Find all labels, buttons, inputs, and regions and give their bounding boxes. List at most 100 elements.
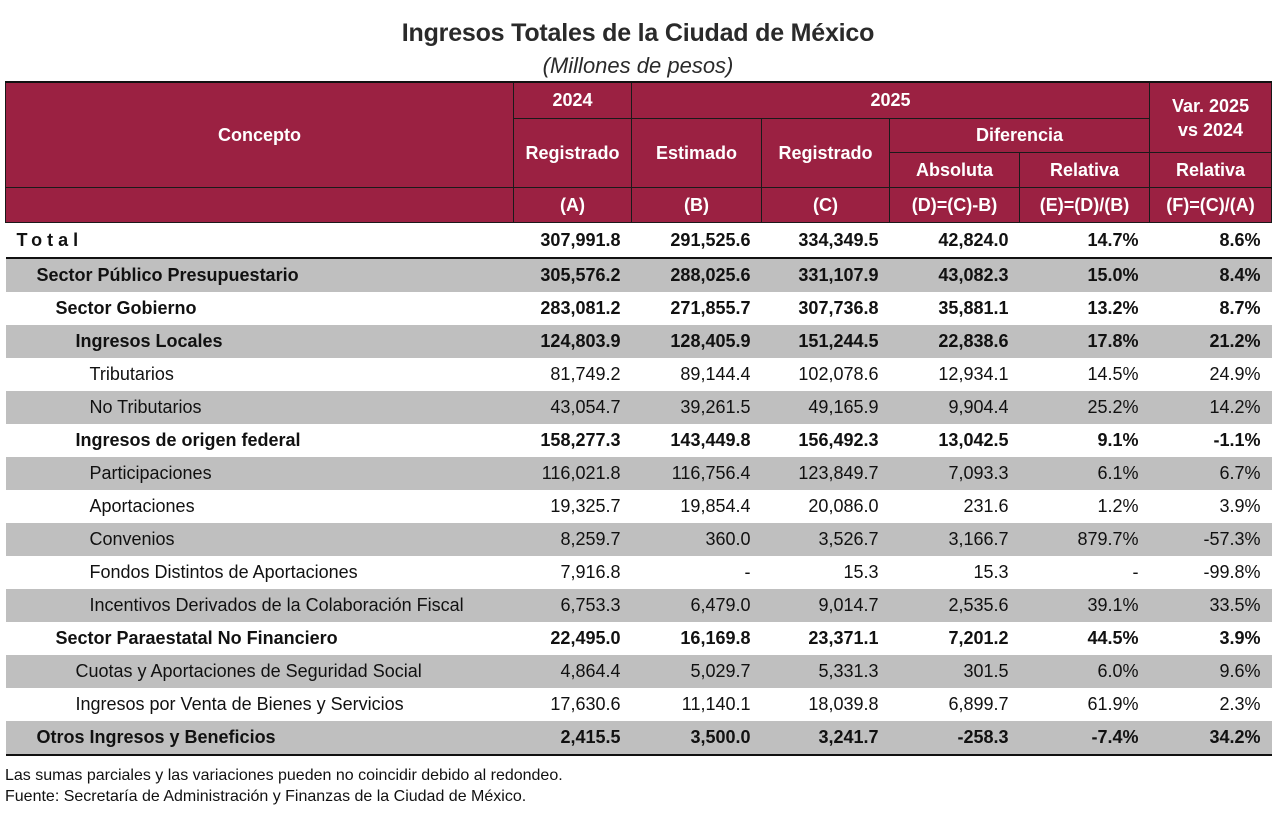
cell-c: 5,331.3 [761, 655, 890, 688]
cell-f: 14.2% [1149, 391, 1272, 424]
cell-f: -99.8% [1203, 562, 1261, 582]
cell-b: - [744, 562, 751, 582]
cell-f: 21.2% [1149, 325, 1272, 358]
row-concepto: Ingresos por Venta de Bienes y Servicios [75, 694, 404, 714]
cell-a: 22,495.0 [550, 628, 621, 648]
cell-e: 6.0% [1019, 655, 1150, 688]
cell-a: 283,081.2 [540, 298, 621, 318]
row-concepto: Sector Gobierno [55, 298, 197, 318]
table-row: Convenios 8,259.7 360.0 3,526.7 3,166.7 … [5, 523, 1272, 556]
table-row: Ingresos por Venta de Bienes y Servicios… [6, 688, 1272, 721]
cell-c: 15.3 [843, 562, 879, 582]
cell-a: 4,864.4 [513, 655, 632, 688]
cell-d: 15.3 [973, 562, 1009, 582]
cell-e: 44.5% [1087, 628, 1139, 648]
cell-d: 43,082.3 [889, 258, 1020, 292]
table-row: Participaciones 116,021.8 116,756.4 123,… [5, 457, 1272, 490]
footnotes: Las sumas parciales y las variaciones pu… [5, 765, 563, 807]
row-concepto: Cuotas y Aportaciones de Seguridad Socia… [5, 655, 514, 688]
cell-e: 15.0% [1019, 258, 1150, 292]
table-row-total: Total 307,991.8 291,525.6 334,349.5 42,8… [5, 222, 1272, 259]
table-row: Fondos Distintos de Aportaciones 7,916.8… [6, 556, 1272, 589]
table-row: No Tributarios 43,054.7 39,261.5 49,165.… [5, 391, 1272, 424]
cell-e: 25.2% [1019, 391, 1150, 424]
row-concepto: Otros Ingresos y Beneficios [5, 721, 514, 756]
cell-f: -57.3% [1149, 523, 1272, 556]
cell-d: 13,042.5 [938, 430, 1009, 450]
header-formula-b: (B) [631, 187, 762, 223]
cell-e: 61.9% [1087, 694, 1139, 714]
cell-e: 39.1% [1019, 589, 1150, 622]
cell-a: 6,753.3 [513, 589, 632, 622]
cell-a: 116,021.8 [513, 457, 632, 490]
row-concepto: Tributarios [89, 364, 174, 384]
cell-f: 3.9% [1219, 496, 1261, 516]
cell-b: 271,855.7 [670, 298, 751, 318]
cell-c: 20,086.0 [808, 496, 879, 516]
cell-a: 19,325.7 [550, 496, 621, 516]
cell-c: 102,078.6 [798, 364, 879, 384]
header-var-relativa: Relativa [1149, 152, 1273, 188]
cell-c: 3,241.7 [761, 721, 890, 756]
row-concepto: Sector Público Presupuestario [5, 258, 514, 292]
cell-c: 123,849.7 [761, 457, 890, 490]
header-registrado-2025: Registrado [761, 118, 890, 188]
table-row: Ingresos de origen federal 158,277.3 143… [6, 424, 1272, 457]
cell-e: 17.8% [1019, 325, 1150, 358]
cell-a: 17,630.6 [550, 694, 621, 714]
cell-c: 331,107.9 [761, 258, 890, 292]
cell-c: 3,526.7 [761, 523, 890, 556]
cell-e: 14.5% [1087, 364, 1139, 384]
table-row: Incentivos Derivados de la Colaboración … [5, 589, 1272, 622]
revenue-table: Concepto 2024 2025 Var. 2025 vs 2024 Reg… [5, 81, 1273, 756]
row-concepto: Ingresos Locales [5, 325, 514, 358]
cell-f: 3.9% [1219, 628, 1261, 648]
cell-d: 35,881.1 [938, 298, 1009, 318]
cell-f: 24.9% [1209, 364, 1261, 384]
cell-b: 116,756.4 [631, 457, 762, 490]
cell-f: 9.6% [1149, 655, 1272, 688]
cell-d: 42,824.0 [889, 222, 1020, 259]
header-diferencia: Diferencia [888, 118, 1151, 153]
header-estimado: Estimado [631, 118, 762, 188]
table-body: Total 307,991.8 291,525.6 334,349.5 42,8… [5, 222, 1272, 756]
table-title: Ingresos Totales de la Ciudad de México [401, 19, 875, 47]
cell-d: 7,201.2 [948, 628, 1009, 648]
row-concepto: Participaciones [5, 457, 514, 490]
cell-b: 16,169.8 [680, 628, 751, 648]
cell-f: 8.6% [1149, 222, 1272, 259]
header-absoluta: Absoluta [889, 152, 1020, 188]
table-header: Concepto 2024 2025 Var. 2025 vs 2024 Reg… [5, 81, 1273, 223]
cell-f: 8.4% [1149, 258, 1272, 292]
cell-c: 307,736.8 [798, 298, 879, 318]
cell-d: 301.5 [889, 655, 1020, 688]
row-concepto: Total [5, 222, 514, 259]
header-relativa: Relativa [1018, 152, 1151, 188]
cell-c: 18,039.8 [808, 694, 879, 714]
header-year-2024: 2024 [513, 81, 632, 119]
cell-b: 89,144.4 [680, 364, 751, 384]
cell-b: 19,854.4 [680, 496, 751, 516]
cell-a: 43,054.7 [513, 391, 632, 424]
cell-e: 6.1% [1019, 457, 1150, 490]
cell-c: 334,349.5 [761, 222, 890, 259]
cell-e: 13.2% [1087, 298, 1139, 318]
note-source: Fuente: Secretaría de Administración y F… [5, 788, 527, 805]
cell-c: 151,244.5 [761, 325, 890, 358]
cell-c: 9,014.7 [761, 589, 890, 622]
row-concepto: Incentivos Derivados de la Colaboración … [5, 589, 514, 622]
header-formula-blank [5, 187, 514, 223]
header-formula-e: (E)=(D)/(B) [1018, 187, 1151, 223]
row-concepto: No Tributarios [5, 391, 514, 424]
cell-a: 7,916.8 [560, 562, 621, 582]
header-formula-f: (F)=(C)/(A) [1149, 187, 1273, 223]
cell-e: - [1132, 562, 1139, 582]
cell-b: 288,025.6 [631, 258, 762, 292]
cell-d: 231.6 [963, 496, 1009, 516]
table-row: Sector Público Presupuestario 305,576.2 … [5, 258, 1272, 292]
header-formula-a: (A) [513, 187, 632, 223]
cell-f: 33.5% [1149, 589, 1272, 622]
cell-e: 14.7% [1019, 222, 1150, 259]
cell-a: 307,991.8 [513, 222, 632, 259]
cell-b: 6,479.0 [631, 589, 762, 622]
